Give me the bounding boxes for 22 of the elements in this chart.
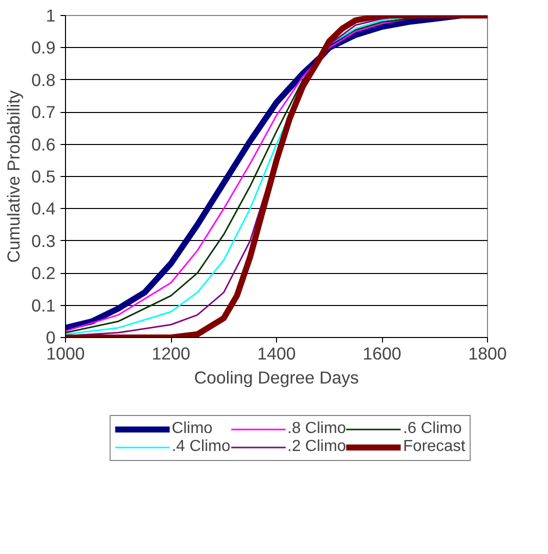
legend-label: .2 Climo [287, 438, 346, 456]
y-tick-label: 0.8 [31, 70, 56, 90]
legend-label: Forecast [403, 438, 466, 456]
x-tick-label: 1200 [152, 344, 190, 364]
y-tick-label: 0.4 [31, 198, 56, 219]
x-tick-label: 1600 [362, 344, 402, 364]
y-tick-label: 0.3 [31, 230, 56, 251]
y-tick-label: 0.9 [31, 38, 56, 58]
y-tick-label: 0.1 [31, 295, 56, 316]
x-tick-label: 1400 [257, 344, 296, 364]
x-axis-title: Cooling Degree Days [194, 368, 360, 388]
legend-label: Climo [172, 420, 213, 438]
legend-label: .4 Climo [172, 438, 230, 456]
y-tick-label: 0.6 [31, 134, 56, 154]
y-tick-label: 0.7 [31, 102, 56, 122]
legend-label: .6 Climo [403, 420, 462, 438]
y-tick-label: 1 [46, 6, 56, 26]
y-tick-label: 0.5 [31, 166, 56, 186]
x-tick-label: 1800 [468, 344, 507, 364]
y-axis-title: Cumulative Probability [3, 90, 24, 263]
legend-label: .8 Climo [287, 420, 346, 438]
y-tick-label: 0.2 [31, 263, 56, 284]
